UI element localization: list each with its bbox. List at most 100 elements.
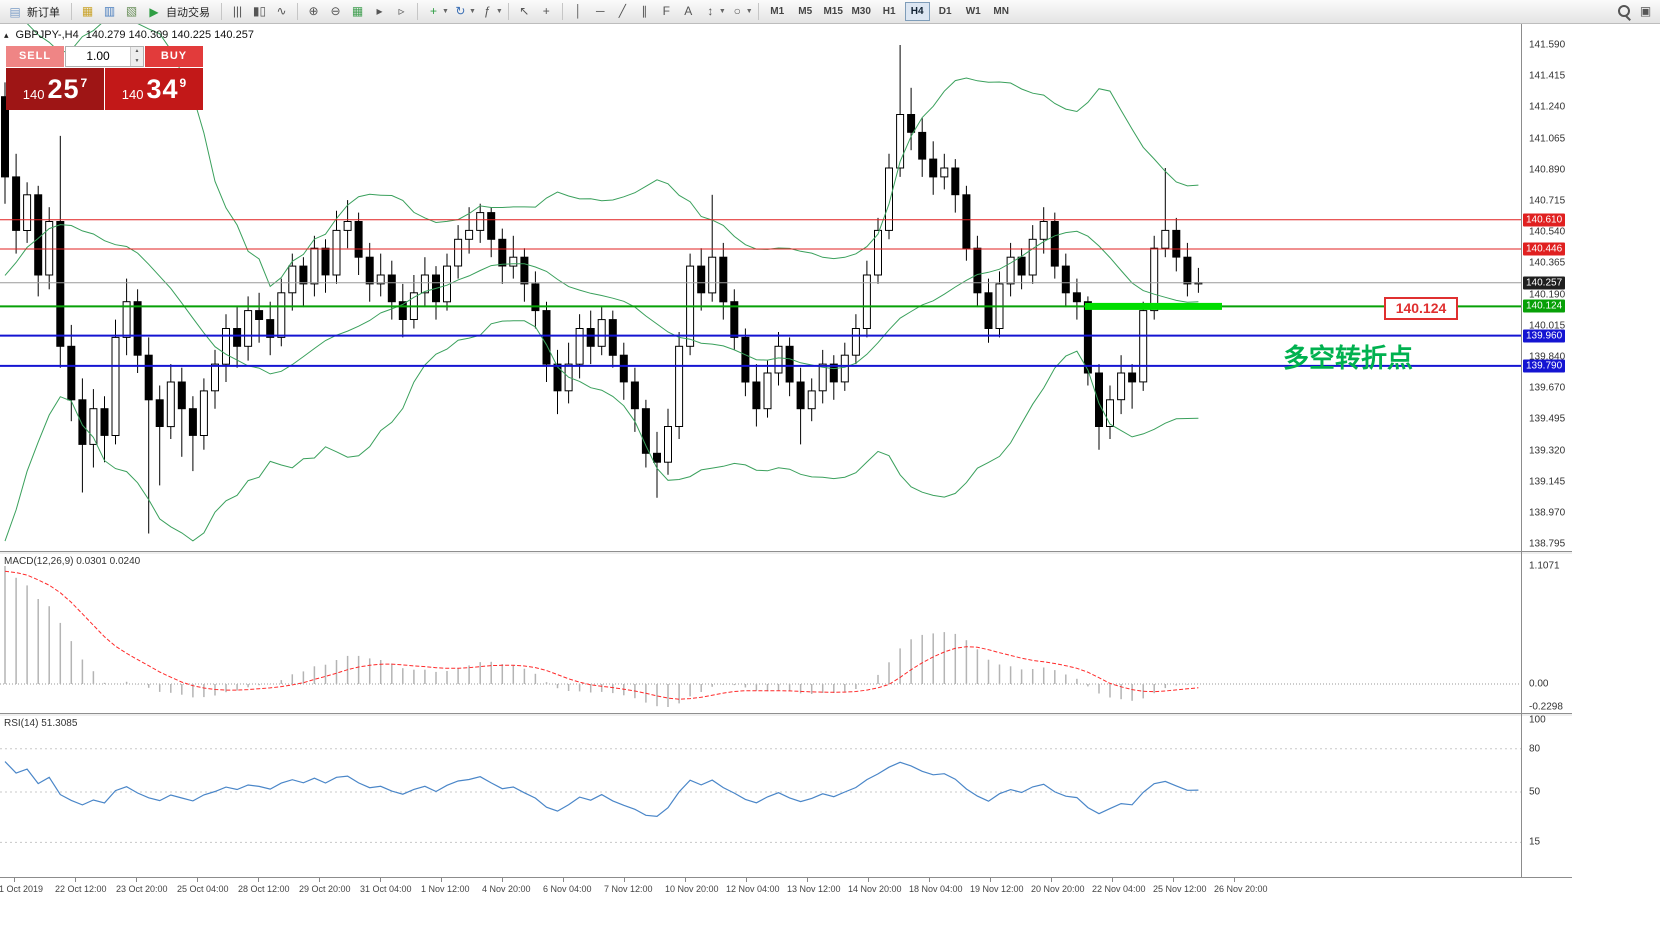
rsi-panel-canvas[interactable] xyxy=(0,716,1521,876)
turning-point-text[interactable]: 多空转折点 xyxy=(1283,343,1414,373)
symbol-title: GBPJPY-,H4 xyxy=(15,29,79,41)
sell-price-panel[interactable]: 140 25 7 xyxy=(6,68,104,110)
terminal-icon[interactable]: ▧ xyxy=(125,4,138,18)
timeframe-M15[interactable]: M15 xyxy=(823,6,843,17)
auto-scroll-icon[interactable]: ▸ xyxy=(376,4,383,18)
price-axis-label: 140.540 xyxy=(1529,226,1566,238)
symbol-header: ▴ GBPJPY-,H4 140.279 140.309 140.225 140… xyxy=(4,29,254,41)
time-axis-label: 25 Oct 04:00 xyxy=(177,884,229,894)
one-click-toggle-icon[interactable]: ▴ xyxy=(4,29,9,40)
auto-trading-button[interactable]: ▶ 自动交易 xyxy=(143,3,216,21)
buy-price-point: 9 xyxy=(179,76,187,90)
sell-price-point: 7 xyxy=(80,76,88,90)
pane-separator[interactable] xyxy=(0,551,1572,554)
price-axis-label: 140.365 xyxy=(1529,257,1566,269)
new-order-icon: ▤ xyxy=(9,4,21,19)
timeframe-M1[interactable]: M1 xyxy=(770,6,785,17)
time-axis-tick xyxy=(14,878,15,882)
time-axis-label: 1 Nov 12:00 xyxy=(421,884,470,894)
chart-window: 141.590 141.415 141.240 141.065 140.890 140.7… xyxy=(0,24,1660,948)
sell-price-pips: 25 xyxy=(47,73,80,104)
search-icon[interactable] xyxy=(1613,2,1634,21)
buy-price-pips: 34 xyxy=(146,73,179,104)
price-axis-label: 139.495 xyxy=(1529,413,1566,425)
time-axis-tick xyxy=(1234,878,1235,882)
refresh-icon[interactable]: ↻ xyxy=(455,4,466,18)
pane-separator[interactable] xyxy=(0,713,1572,716)
dropdown-caret-icon[interactable]: ▼ xyxy=(468,8,476,15)
zoom-in-icon[interactable]: ⊕ xyxy=(308,4,319,18)
price-axis-label: 139.670 xyxy=(1529,382,1566,394)
price-axis[interactable]: 141.590 141.415 141.240 141.065 140.890 140.7… xyxy=(1521,24,1573,877)
candlestick-chart-icon[interactable]: ▮▯ xyxy=(252,4,267,18)
buy-button[interactable]: BUY xyxy=(145,46,203,67)
horizontal-line-icon[interactable]: ─ xyxy=(596,4,605,18)
chart-shift-icon[interactable]: ▹ xyxy=(398,4,405,18)
timeframe-M5[interactable]: M5 xyxy=(798,6,813,17)
current-price-tag: 140.257 xyxy=(1523,276,1566,290)
price-callout-box[interactable]: 140.124 xyxy=(1384,297,1458,320)
vertical-line-icon[interactable]: │ xyxy=(574,4,583,18)
time-axis-label: 14 Nov 20:00 xyxy=(848,884,902,894)
dropdown-caret-icon[interactable]: ▼ xyxy=(718,8,726,15)
time-axis-tick xyxy=(380,878,381,882)
time-axis-tick xyxy=(502,878,503,882)
cursor-icon[interactable]: ↖ xyxy=(519,4,530,18)
fibonacci-icon[interactable]: F xyxy=(662,4,670,18)
arrows-icon[interactable]: ↕ xyxy=(707,4,714,18)
time-axis-tick xyxy=(258,878,259,882)
new-order-button[interactable]: ▤ 新订单 xyxy=(4,3,66,21)
price-axis-label: 140.890 xyxy=(1529,164,1566,176)
price-chart-canvas[interactable] xyxy=(0,24,1521,551)
macd-panel-canvas[interactable] xyxy=(0,554,1521,713)
timeframe-H1[interactable]: H1 xyxy=(882,6,896,17)
window-layout-icon[interactable]: ▣ xyxy=(1639,4,1652,18)
time-axis-tick xyxy=(868,878,869,882)
time-axis-label: 10 Nov 20:00 xyxy=(665,884,719,894)
dropdown-caret-icon[interactable]: ▼ xyxy=(442,8,449,15)
new-chart-icon[interactable]: + xyxy=(429,4,437,18)
grid-icon[interactable]: ▦ xyxy=(351,4,364,18)
time-axis-label: 22 Nov 04:00 xyxy=(1092,884,1146,894)
price-line-tag: 140.124 xyxy=(1523,299,1566,313)
time-axis-tick xyxy=(319,878,320,882)
time-axis-tick xyxy=(990,878,991,882)
shapes-icon[interactable]: ○ xyxy=(733,4,741,18)
profiles-icon[interactable]: ▥ xyxy=(103,4,116,18)
line-chart-icon[interactable]: ∿ xyxy=(276,4,287,18)
volume-up-button[interactable]: ▲ xyxy=(131,47,143,57)
volume-field[interactable]: 1.00 ▲ ▼ xyxy=(65,46,144,67)
price-line-tag: 139.790 xyxy=(1523,359,1566,373)
buy-price-panel[interactable]: 140 34 9 xyxy=(105,68,203,110)
timeframe-H4[interactable]: H4 xyxy=(904,2,930,21)
bar-chart-icon[interactable]: ||| xyxy=(232,4,243,18)
dropdown-caret-icon[interactable]: ▼ xyxy=(745,8,753,15)
time-axis-tick xyxy=(1051,878,1052,882)
time-axis-tick xyxy=(685,878,686,882)
crosshair-icon[interactable]: + xyxy=(542,4,550,18)
symbol-ohlc: 140.279 140.309 140.225 140.257 xyxy=(85,29,254,41)
channel-icon[interactable]: ∥ xyxy=(641,4,648,18)
time-axis-label: 13 Nov 12:00 xyxy=(787,884,841,894)
volume-down-button[interactable]: ▼ xyxy=(131,56,143,66)
trendline-icon[interactable]: ╱ xyxy=(618,4,626,18)
timeframe-W1[interactable]: W1 xyxy=(965,6,981,17)
sell-button[interactable]: SELL xyxy=(6,46,64,67)
toolbar-separator xyxy=(507,3,509,20)
dropdown-caret-icon[interactable]: ▼ xyxy=(495,8,503,15)
timeframe-M30[interactable]: M30 xyxy=(851,6,871,17)
text-icon[interactable]: A xyxy=(684,4,693,18)
time-axis[interactable]: 21 Oct 2019 22 Oct 12:00 23 Oct 20:00 25 Oc… xyxy=(0,877,1572,902)
zoom-out-icon[interactable]: ⊖ xyxy=(330,4,341,18)
price-axis-label: 141.065 xyxy=(1529,133,1566,145)
indicators-icon[interactable]: ƒ xyxy=(484,4,491,18)
volume-value[interactable]: 1.00 xyxy=(86,49,110,63)
time-axis-tick xyxy=(197,878,198,882)
timeframe-MN[interactable]: MN xyxy=(993,6,1009,17)
timeframe-D1[interactable]: D1 xyxy=(938,6,952,17)
time-axis-label: 31 Oct 04:00 xyxy=(360,884,412,894)
toolbar-separator xyxy=(757,3,759,20)
charts-window-icon[interactable]: ▦ xyxy=(81,4,94,18)
price-axis-label: 140.190 xyxy=(1529,289,1566,301)
time-axis-label: 7 Nov 12:00 xyxy=(604,884,653,894)
